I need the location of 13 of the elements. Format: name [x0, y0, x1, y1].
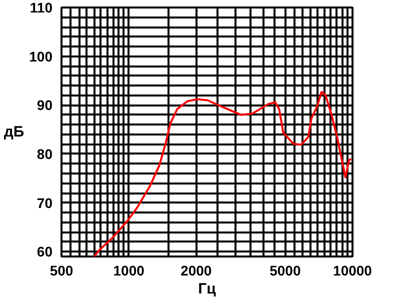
x-axis-title: Гц [198, 280, 217, 298]
x-tick-label: 10000 [333, 262, 372, 278]
y-tick-label: 80 [36, 146, 53, 162]
x-tick-label: 1000 [113, 262, 145, 278]
x-tick-label: 5000 [270, 262, 301, 278]
y-tick-label: 70 [36, 194, 53, 211]
x-tick-label: 500 [50, 262, 74, 278]
y-axis-title: дБ [4, 124, 24, 140]
y-tick-label: 100 [29, 48, 53, 64]
y-tick-label: 90 [36, 97, 53, 114]
y-tick-label: 60 [36, 244, 53, 260]
y-tick-label: 110 [30, 0, 53, 16]
x-tick-label: 2000 [180, 262, 212, 278]
